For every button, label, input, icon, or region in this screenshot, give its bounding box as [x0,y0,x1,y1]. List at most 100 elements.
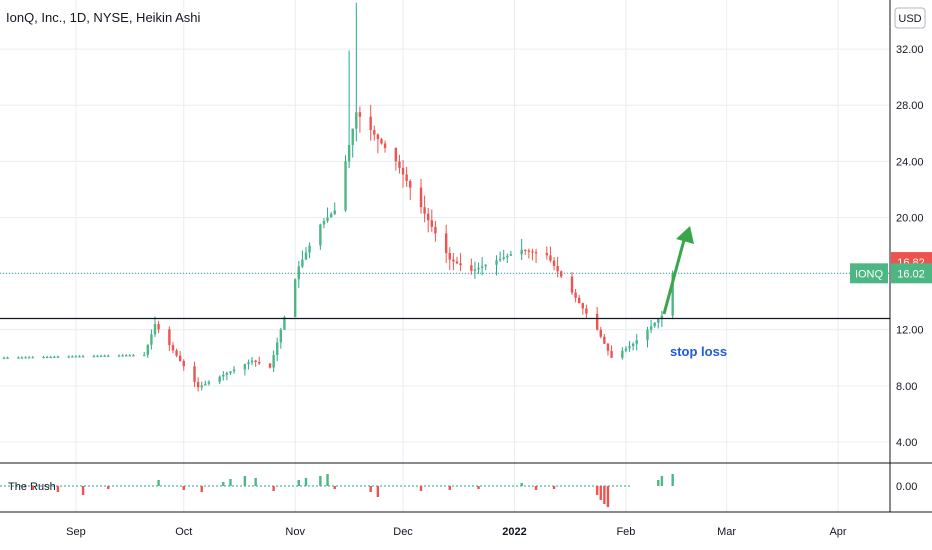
candle-body [175,350,178,356]
candle-body [218,376,221,382]
candle-body [146,344,149,355]
candle-body [355,112,358,129]
currency-label: USD [898,13,921,25]
indicator-zero-label: 0.00 [896,481,917,493]
candle-body [628,346,631,349]
indicator-bar [448,486,451,490]
indicator-bar [333,486,336,489]
candle-body [322,220,326,225]
indicator-bar [534,486,538,490]
candle-body [31,357,34,359]
stop-loss-label: stop loss [670,344,727,359]
indicator-bar [671,474,674,486]
candle-body [53,356,56,358]
candle-body [276,342,279,355]
candle-body [49,356,52,359]
candle-body [279,329,283,343]
candle-body [283,317,286,330]
candle-body [545,252,549,256]
candle-body [71,356,74,358]
candle-body [196,381,200,388]
candle-body [434,226,437,234]
y-tick-label: 28.00 [896,100,924,112]
candle-body [473,269,477,271]
candle-body [74,356,78,358]
indicator-bar [107,486,110,489]
candle-body [430,220,434,227]
candle-body [358,112,362,117]
candle-body [606,343,610,351]
x-tick-label: Dec [393,526,413,538]
candle-body [297,266,300,280]
indicator-bar [595,486,599,495]
candle-body [552,260,556,266]
candle-body [143,354,146,357]
indicator-bar [376,486,380,497]
candle-body [624,348,628,351]
candle-body [405,174,408,181]
candle-body [193,366,196,382]
candle-body [660,315,664,320]
candle-body [132,355,135,357]
indicator-bar [326,474,329,486]
candle-body [92,355,96,358]
last-price-badge [891,263,932,284]
indicator-bar [319,476,322,486]
candle-body [121,355,124,357]
candle-body [243,364,247,370]
candle-body [495,260,498,265]
candle-body [268,363,272,368]
y-tick-label: 32.00 [896,44,924,56]
candle-body [603,336,606,344]
candle-body [631,343,635,347]
indicator-bar [599,486,602,500]
candle-body [671,273,674,316]
candle-body [254,360,257,362]
arrow-shaft [662,239,686,315]
candle-body [204,383,207,386]
candle-body [549,255,552,261]
candle-body [171,345,175,351]
candle-body [229,371,232,374]
candle-body [347,144,351,162]
currency-badge [894,7,926,29]
indicator-bar [229,479,232,486]
candle-body [581,303,584,309]
candle-body [258,361,261,364]
y-tick-label: 8.00 [896,381,917,393]
x-tick-label: Feb [616,526,635,538]
candle-body [423,207,426,214]
candle-body [81,356,85,358]
candle-body [498,258,502,261]
candle-body [329,213,333,218]
indicator-bar [200,486,203,492]
candle-body [225,373,229,375]
candle-body [570,276,574,293]
y-tick-label: 20.00 [896,212,924,224]
candle-body [272,354,275,368]
x-tick-label: Mar [717,526,736,538]
indicator-bar [552,486,556,489]
candle-body [574,292,577,298]
candle-body [178,355,182,361]
candle-body [409,180,412,188]
candle-body [250,360,254,363]
candle-body [78,356,81,358]
indicator-bar [606,486,610,507]
candle-body [470,265,473,271]
indicator-bar [657,480,660,486]
candle-body [24,357,27,359]
candle-body [153,324,157,335]
candle-body [649,326,653,330]
indicator-bar [222,482,225,486]
indicator-bar [297,480,300,486]
candle-body [293,279,297,318]
candle-body [168,329,171,346]
candle-body [326,217,329,221]
x-tick-label: Oct [175,526,192,538]
indicator-bar [603,486,606,504]
x-tick-label: Sep [66,526,86,538]
axes-layer: 4.008.0012.0016.0020.0024.0028.0032.00Se… [0,0,932,538]
